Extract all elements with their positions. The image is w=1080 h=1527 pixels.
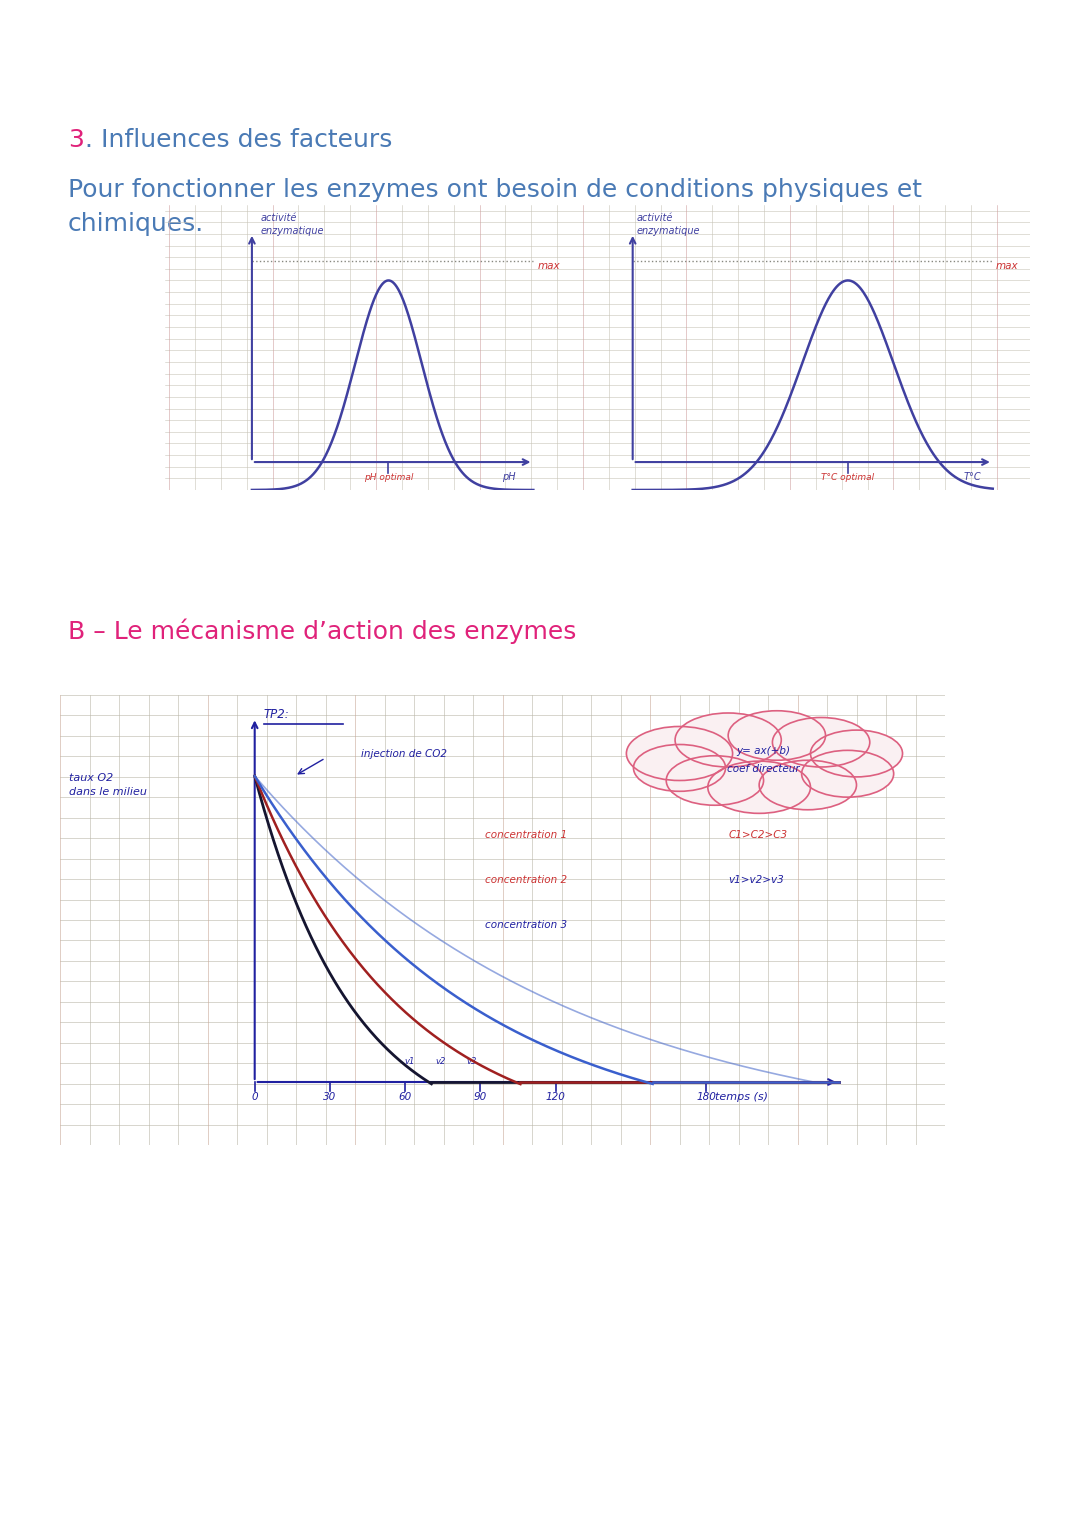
Text: 0: 0 (252, 1092, 258, 1102)
Text: v3: v3 (467, 1057, 476, 1066)
Text: coef directeur: coef directeur (727, 764, 800, 774)
Text: activité
enzymatique: activité enzymatique (637, 214, 700, 235)
Text: 180: 180 (697, 1092, 716, 1102)
Circle shape (801, 750, 893, 797)
Circle shape (626, 727, 732, 780)
Text: . Influences des facteurs: . Influences des facteurs (85, 128, 392, 153)
Text: pH optimal: pH optimal (364, 473, 414, 481)
Circle shape (728, 710, 825, 760)
Circle shape (666, 756, 764, 805)
Text: concentration 1: concentration 1 (485, 831, 567, 840)
Circle shape (634, 745, 726, 791)
Text: concentration 3: concentration 3 (485, 919, 567, 930)
Text: taux O2
dans le milieu: taux O2 dans le milieu (69, 773, 147, 797)
Text: v2: v2 (435, 1057, 446, 1066)
Text: concentration 2: concentration 2 (485, 875, 567, 886)
Text: v1: v1 (404, 1057, 415, 1066)
Text: injection de CO2: injection de CO2 (361, 750, 447, 759)
Text: 60: 60 (399, 1092, 411, 1102)
Text: T°C: T°C (963, 472, 981, 481)
Text: pH: pH (502, 472, 515, 481)
Text: max: max (538, 261, 561, 272)
Circle shape (810, 730, 903, 777)
Text: 3: 3 (68, 128, 84, 153)
Text: Pour fonctionner les enzymes ont besoin de conditions physiques et
chimiques.: Pour fonctionner les enzymes ont besoin … (68, 179, 922, 235)
Circle shape (675, 713, 781, 767)
Text: T°C optimal: T°C optimal (821, 473, 875, 481)
Text: temps (s): temps (s) (715, 1092, 768, 1102)
Text: 90: 90 (474, 1092, 487, 1102)
Text: TP2:: TP2: (264, 709, 289, 721)
Text: max: max (996, 261, 1017, 272)
Circle shape (759, 760, 856, 809)
Text: y= ax(+b): y= ax(+b) (737, 747, 791, 756)
Circle shape (772, 718, 869, 767)
Text: C1>C2>C3: C1>C2>C3 (728, 831, 787, 840)
Text: v1>v2>v3: v1>v2>v3 (728, 875, 784, 886)
Text: 30: 30 (323, 1092, 337, 1102)
Text: 120: 120 (545, 1092, 566, 1102)
Text: B – Le mécanisme d’action des enzymes: B – Le mécanisme d’action des enzymes (68, 618, 577, 643)
Text: activité
enzymatique: activité enzymatique (260, 214, 324, 235)
Circle shape (707, 760, 810, 814)
